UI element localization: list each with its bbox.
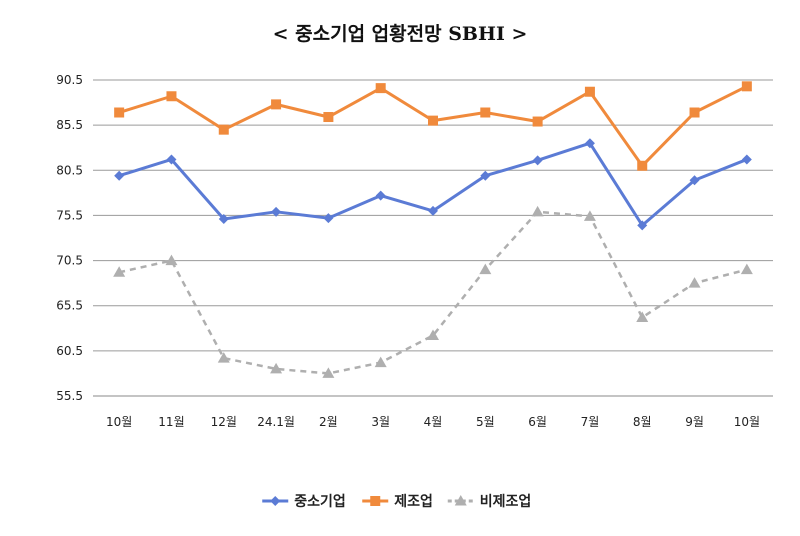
x-tick-label: 8월 (633, 415, 652, 429)
data-point (584, 138, 595, 149)
data-point (271, 206, 282, 217)
legend-item: 중소기업 (262, 494, 346, 510)
x-tick-label: 24.1월 (257, 415, 295, 429)
legend-marker (454, 495, 467, 506)
data-point (113, 266, 126, 277)
legend-item: 제조업 (362, 494, 433, 510)
y-tick-label: 65.5 (56, 299, 83, 313)
data-point (428, 115, 438, 126)
x-tick-label: 2월 (319, 415, 338, 429)
y-tick-label: 80.5 (56, 163, 83, 177)
series-3 (113, 205, 753, 378)
gridlines (93, 79, 773, 397)
legend-marker (270, 496, 281, 506)
y-tick-label: 70.5 (56, 254, 83, 268)
legend-label: 제조업 (394, 494, 433, 510)
data-point (584, 86, 595, 97)
data-point (428, 205, 438, 216)
data-point (427, 329, 439, 341)
legend: 중소기업 제조업 비제조업 (262, 494, 531, 510)
data-point (323, 213, 334, 224)
data-point (375, 190, 386, 201)
legend-label: 비제조업 (480, 494, 532, 510)
x-axis: 10월 11월 12월 24.1월 2월 3월 4월 5월 6월 7월 8월 9월 10월 (106, 415, 760, 429)
series-layer (113, 81, 753, 378)
data-point (688, 277, 701, 288)
data-point (480, 107, 491, 118)
y-axis: 90.5 85.5 80.5 75.5 70.5 65.5 60.5 55.5 (56, 73, 83, 403)
x-tick-label: 10월 (734, 415, 760, 429)
y-tick-label: 90.5 (56, 73, 83, 87)
data-point (166, 91, 177, 102)
data-point (323, 112, 334, 123)
y-tick-label: 85.5 (56, 118, 83, 132)
chart-title: < 중소기업 업황전망 SBHI > (273, 22, 528, 45)
x-tick-label: 7월 (581, 415, 600, 429)
series-1 (114, 138, 752, 231)
data-point (689, 107, 700, 118)
x-tick-label: 10월 (106, 415, 132, 429)
legend-item: 비제조업 (447, 494, 532, 510)
x-tick-label: 9월 (685, 415, 704, 429)
data-point (165, 254, 178, 266)
legend-marker (370, 496, 381, 506)
data-point (741, 154, 752, 165)
data-point (114, 170, 125, 181)
data-point (740, 263, 753, 275)
data-point (375, 83, 386, 94)
series-2 (114, 81, 752, 171)
y-tick-label: 60.5 (56, 344, 83, 358)
data-point (479, 263, 492, 275)
x-tick-label: 6월 (528, 415, 547, 429)
x-tick-label: 11월 (158, 415, 184, 429)
data-point (532, 116, 543, 127)
x-tick-label: 5월 (476, 415, 495, 429)
data-point (689, 175, 700, 186)
data-point (218, 124, 229, 135)
data-point (480, 170, 491, 181)
data-point (322, 367, 335, 378)
data-point (637, 160, 648, 171)
data-point (636, 311, 649, 322)
series-line (118, 210, 748, 375)
data-point (741, 81, 752, 92)
data-point (218, 214, 229, 225)
data-point (531, 205, 544, 217)
x-tick-label: 4월 (424, 415, 443, 429)
y-tick-label: 75.5 (56, 208, 83, 222)
data-point (166, 154, 177, 165)
series-line (118, 84, 748, 168)
data-point (271, 99, 282, 110)
data-point (583, 210, 596, 221)
data-point (637, 220, 648, 231)
data-point (270, 362, 283, 374)
y-tick-label: 55.5 (56, 389, 83, 403)
data-point (374, 356, 387, 368)
data-point (114, 107, 125, 118)
data-point (217, 352, 230, 363)
legend-label: 중소기업 (294, 494, 346, 510)
data-point (532, 155, 543, 166)
x-tick-label: 12월 (211, 415, 237, 429)
x-tick-label: 3월 (371, 415, 390, 429)
